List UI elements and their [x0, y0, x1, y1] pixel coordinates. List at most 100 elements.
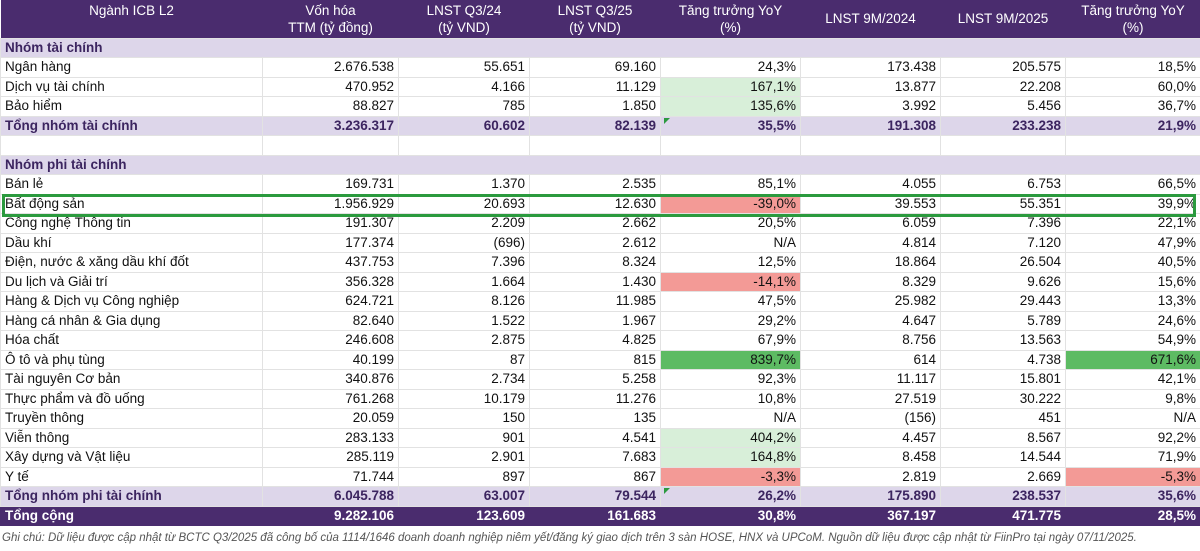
subtotal-row: Tổng nhóm phi tài chính 6.045.788 63.007 79… [0, 486, 1200, 507]
table-row: Du lịch và Giải trí 356.328 1.664 1.430 -14,… [0, 271, 1200, 292]
m24-cell: 191.308 [800, 115, 941, 136]
q324-cell: 63.007 [398, 486, 530, 507]
m24-cell: 25.982 [800, 291, 941, 312]
m25-cell: 451 [940, 408, 1066, 429]
column-header-line1: Vốn hóa [305, 2, 356, 18]
cap-cell: 40.199 [262, 349, 399, 370]
q325-cell: 82.139 [529, 115, 661, 136]
empty-cell [1065, 135, 1200, 156]
q325-cell: 7.683 [529, 447, 661, 468]
m25-cell: 8.567 [940, 427, 1066, 448]
q325-cell: 161.683 [529, 505, 661, 526]
yoy_m-cell: 35,6% [1065, 486, 1200, 507]
column-header-line1: LNST Q3/25 [557, 2, 633, 18]
yoy_q-cell: 47,5% [660, 291, 801, 312]
q324-cell: 60.602 [398, 115, 530, 136]
q324-cell: 1.664 [398, 271, 530, 292]
cap-cell: 191.307 [262, 213, 399, 234]
column-header: Vốn hóa TTM (tỷ đồng) [262, 0, 399, 38]
m24-cell: 4.814 [800, 232, 941, 253]
sector-name-cell: Bán lẻ [0, 174, 263, 195]
yoy_q-cell: 10,8% [660, 388, 801, 409]
m25-cell: 5.789 [940, 310, 1066, 331]
q324-cell: 1.522 [398, 310, 530, 331]
yoy_m-cell: 47,9% [1065, 232, 1200, 253]
m25-cell: 22.208 [940, 76, 1066, 97]
sector-name-cell: Xây dựng và Vật liệu [0, 447, 263, 468]
table-row: Tài nguyên Cơ bản 340.876 2.734 5.258 92,3% 1… [0, 369, 1200, 390]
cap-cell: 1.956.929 [262, 193, 399, 214]
cap-cell: 356.328 [262, 271, 399, 292]
m25-cell: 205.575 [940, 57, 1066, 78]
q325-cell: 2.612 [529, 232, 661, 253]
cap-cell: 285.119 [262, 447, 399, 468]
empty-cell [398, 135, 530, 156]
sector-name-cell: Tổng cộng [0, 505, 263, 526]
empty-cell [262, 135, 399, 156]
column-header-line2: (tỷ VND) [569, 19, 621, 35]
yoy_m-cell: 71,9% [1065, 447, 1200, 468]
m24-cell: 8.458 [800, 447, 941, 468]
q325-cell: 1.430 [529, 271, 661, 292]
empty-cell [660, 135, 801, 156]
cap-cell: 761.268 [262, 388, 399, 409]
sector-name-cell: Hàng & Dịch vụ Công nghiệp [0, 291, 263, 312]
m25-cell: 4.738 [940, 349, 1066, 370]
q324-cell: 901 [398, 427, 530, 448]
q324-cell: 897 [398, 466, 530, 487]
sector-name-cell: Y tế [0, 466, 263, 487]
yoy_m-cell: 39,9% [1065, 193, 1200, 214]
m24-cell: 27.519 [800, 388, 941, 409]
group-title: Nhóm phi tài chính [0, 154, 1200, 175]
spacer-row [0, 135, 1200, 156]
cell-comment-marker [664, 488, 670, 494]
m24-cell: 8.329 [800, 271, 941, 292]
m25-cell: 9.626 [940, 271, 1066, 292]
yoy_q-cell: 12,5% [660, 252, 801, 273]
table-row: Hàng cá nhân & Gia dụng 82.640 1.522 1.967 2… [0, 310, 1200, 331]
column-header-line1: LNST Q3/24 [426, 2, 502, 18]
yoy_m-cell: 36,7% [1065, 96, 1200, 117]
q325-cell: 1.850 [529, 96, 661, 117]
q324-cell: 123.609 [398, 505, 530, 526]
yoy_q-cell: 35,5% [660, 115, 801, 136]
m24-cell: 2.819 [800, 466, 941, 487]
cap-cell: 88.827 [262, 96, 399, 117]
q325-cell: 4.541 [529, 427, 661, 448]
column-header-line1: LNST 9M/2024 [825, 11, 916, 27]
yoy_m-cell: 21,9% [1065, 115, 1200, 136]
table-row: Thực phẩm và đồ uống 761.268 10.179 11.276 1… [0, 388, 1200, 409]
group-header-row: Nhóm phi tài chính [0, 154, 1200, 175]
table-row: Điện, nước & xăng dầu khí đốt 437.753 7.39… [0, 252, 1200, 273]
yoy_q-cell: 167,1% [660, 76, 801, 97]
yoy_q-cell: 85,1% [660, 174, 801, 195]
column-header-line2: (%) [720, 19, 741, 35]
m24-cell: 173.438 [800, 57, 941, 78]
yoy_q-cell: 164,8% [660, 447, 801, 468]
empty-cell [0, 135, 263, 156]
m24-cell: 8.756 [800, 330, 941, 351]
m25-cell: 6.753 [940, 174, 1066, 195]
yoy_m-cell: 22,1% [1065, 213, 1200, 234]
q324-cell: 20.693 [398, 193, 530, 214]
table-row: Ngân hàng 2.676.538 55.651 69.160 24,3% 173.4… [0, 57, 1200, 78]
yoy_q-cell: 24,3% [660, 57, 801, 78]
m25-cell: 13.563 [940, 330, 1066, 351]
sector-name-cell: Điện, nước & xăng dầu khí đốt [0, 252, 263, 273]
m25-cell: 7.396 [940, 213, 1066, 234]
m25-cell: 55.351 [940, 193, 1066, 214]
m25-cell: 233.238 [940, 115, 1066, 136]
m24-cell: (156) [800, 408, 941, 429]
q325-cell: 11.276 [529, 388, 661, 409]
sector-name-cell: Thực phẩm và đồ uống [0, 388, 263, 409]
q325-cell: 79.544 [529, 486, 661, 507]
m24-cell: 11.117 [800, 369, 941, 390]
q324-cell: 785 [398, 96, 530, 117]
column-header: Ngành ICB L2 [0, 0, 263, 38]
column-header: LNST 9M/2024 [800, 0, 941, 38]
sector-name-cell: Viễn thông [0, 427, 263, 448]
m25-cell: 26.504 [940, 252, 1066, 273]
sector-name-cell: Hóa chất [0, 330, 263, 351]
yoy_m-cell: 15,6% [1065, 271, 1200, 292]
